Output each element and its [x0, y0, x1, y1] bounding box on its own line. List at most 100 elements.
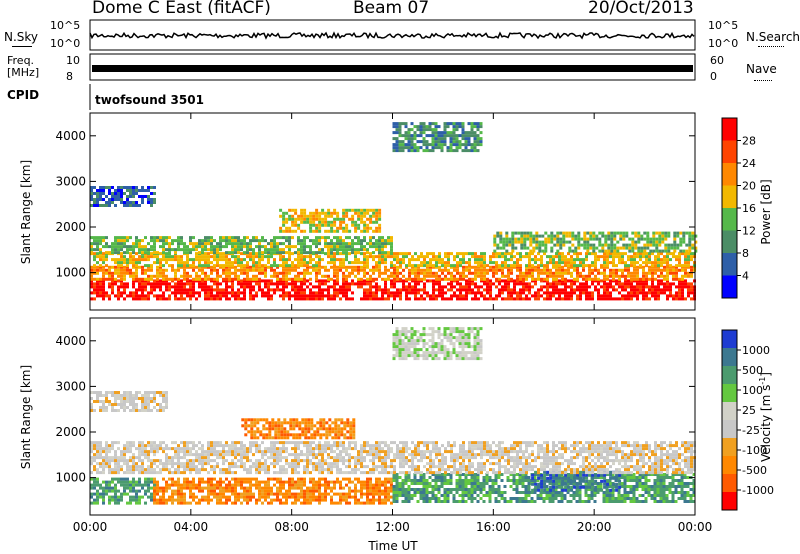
power-cell — [288, 214, 292, 218]
velocity-cell — [440, 500, 444, 503]
velocity-cell — [225, 495, 228, 499]
velocity-cell — [384, 495, 387, 499]
power-cell — [363, 226, 367, 230]
power-cell — [342, 261, 345, 265]
power-cell — [231, 264, 234, 268]
power-cell — [96, 201, 99, 204]
power-ytick-label: 4000 — [55, 129, 86, 143]
power-cell — [446, 146, 450, 150]
power-cell — [324, 282, 327, 286]
power-cell — [555, 252, 558, 256]
power-cell — [601, 246, 605, 250]
power-cell — [402, 279, 405, 283]
power-cell — [351, 242, 354, 246]
power-cell — [618, 261, 621, 265]
power-cell — [303, 229, 307, 233]
power-cell — [586, 249, 590, 253]
velocity-cell — [533, 476, 537, 479]
power-cell — [595, 246, 599, 250]
power-cell — [520, 246, 524, 250]
power-cell — [141, 297, 144, 301]
velocity-cell — [410, 497, 414, 500]
power-cell — [390, 242, 393, 246]
power-cell — [618, 268, 621, 272]
power-cell — [535, 231, 539, 235]
power-cell — [444, 265, 447, 269]
power-cell — [603, 264, 606, 268]
power-cell — [303, 211, 307, 215]
power-cell — [640, 246, 644, 250]
velocity-cell — [485, 482, 489, 485]
velocity-cell — [575, 494, 579, 497]
velocity-cell — [392, 494, 396, 497]
power-cell — [264, 251, 267, 255]
velocity-cell — [395, 500, 399, 503]
power-cell — [276, 274, 279, 278]
velocity-cell — [213, 483, 216, 487]
power-cell — [690, 252, 693, 256]
velocity-cell — [557, 482, 561, 485]
velocity-cell — [309, 498, 312, 502]
power-cell — [129, 294, 132, 298]
power-cell — [440, 146, 444, 150]
velocity-cell — [440, 494, 444, 497]
power-cell — [648, 252, 651, 256]
power-cell — [447, 255, 450, 259]
nsearch-tick-bottom: 10^0 — [708, 37, 739, 50]
power-cell — [297, 214, 301, 218]
power-cell — [135, 204, 138, 207]
power-cell — [249, 265, 252, 269]
power-cell — [471, 255, 474, 259]
power-cell — [465, 279, 468, 283]
velocity-cell — [482, 494, 486, 497]
power-cell — [336, 239, 339, 243]
power-cell — [511, 234, 515, 238]
velocity-cell — [189, 489, 192, 493]
velocity-cell — [366, 492, 369, 496]
velocity-cell — [162, 477, 165, 481]
power-cell — [252, 288, 255, 292]
velocity-cell — [446, 500, 450, 503]
velocity-cell — [300, 483, 303, 487]
power-cell — [189, 279, 192, 283]
power-cell — [630, 277, 633, 281]
power-cell — [201, 265, 204, 269]
power-cell — [413, 125, 417, 129]
velocity-cell — [216, 486, 219, 490]
velocity-cell — [428, 485, 432, 488]
power-cell — [294, 297, 297, 301]
power-cell — [372, 277, 375, 281]
power-cell — [174, 258, 177, 262]
power-cell — [228, 239, 231, 243]
power-cell — [519, 274, 522, 278]
power-cell — [675, 258, 678, 262]
power-cell — [180, 285, 183, 289]
power-cell — [294, 251, 297, 255]
power-cell — [582, 258, 585, 262]
velocity-cell — [548, 497, 552, 500]
power-cell — [552, 277, 555, 281]
power-cell — [354, 220, 358, 224]
power-cell — [363, 220, 367, 224]
velocity-cell — [162, 486, 165, 490]
velocity-cell — [395, 485, 399, 488]
velocity-cell — [554, 494, 558, 497]
power-cell — [450, 277, 453, 281]
power-cell — [393, 282, 396, 286]
power-cell — [522, 285, 525, 289]
velocity-cell — [366, 483, 369, 487]
velocity-cell — [309, 492, 312, 496]
power-cell — [540, 264, 543, 268]
velocity-cell — [419, 491, 423, 494]
velocity-cell — [219, 495, 222, 499]
power-cell — [216, 274, 219, 278]
power-cell — [252, 258, 255, 262]
power-cell — [345, 282, 348, 286]
power-cell — [426, 271, 429, 275]
velocity-cell — [443, 500, 447, 503]
power-cell — [443, 134, 447, 138]
power-cell — [153, 186, 156, 189]
power-cell — [213, 239, 216, 243]
power-cell — [219, 282, 222, 286]
power-cell — [246, 285, 249, 289]
